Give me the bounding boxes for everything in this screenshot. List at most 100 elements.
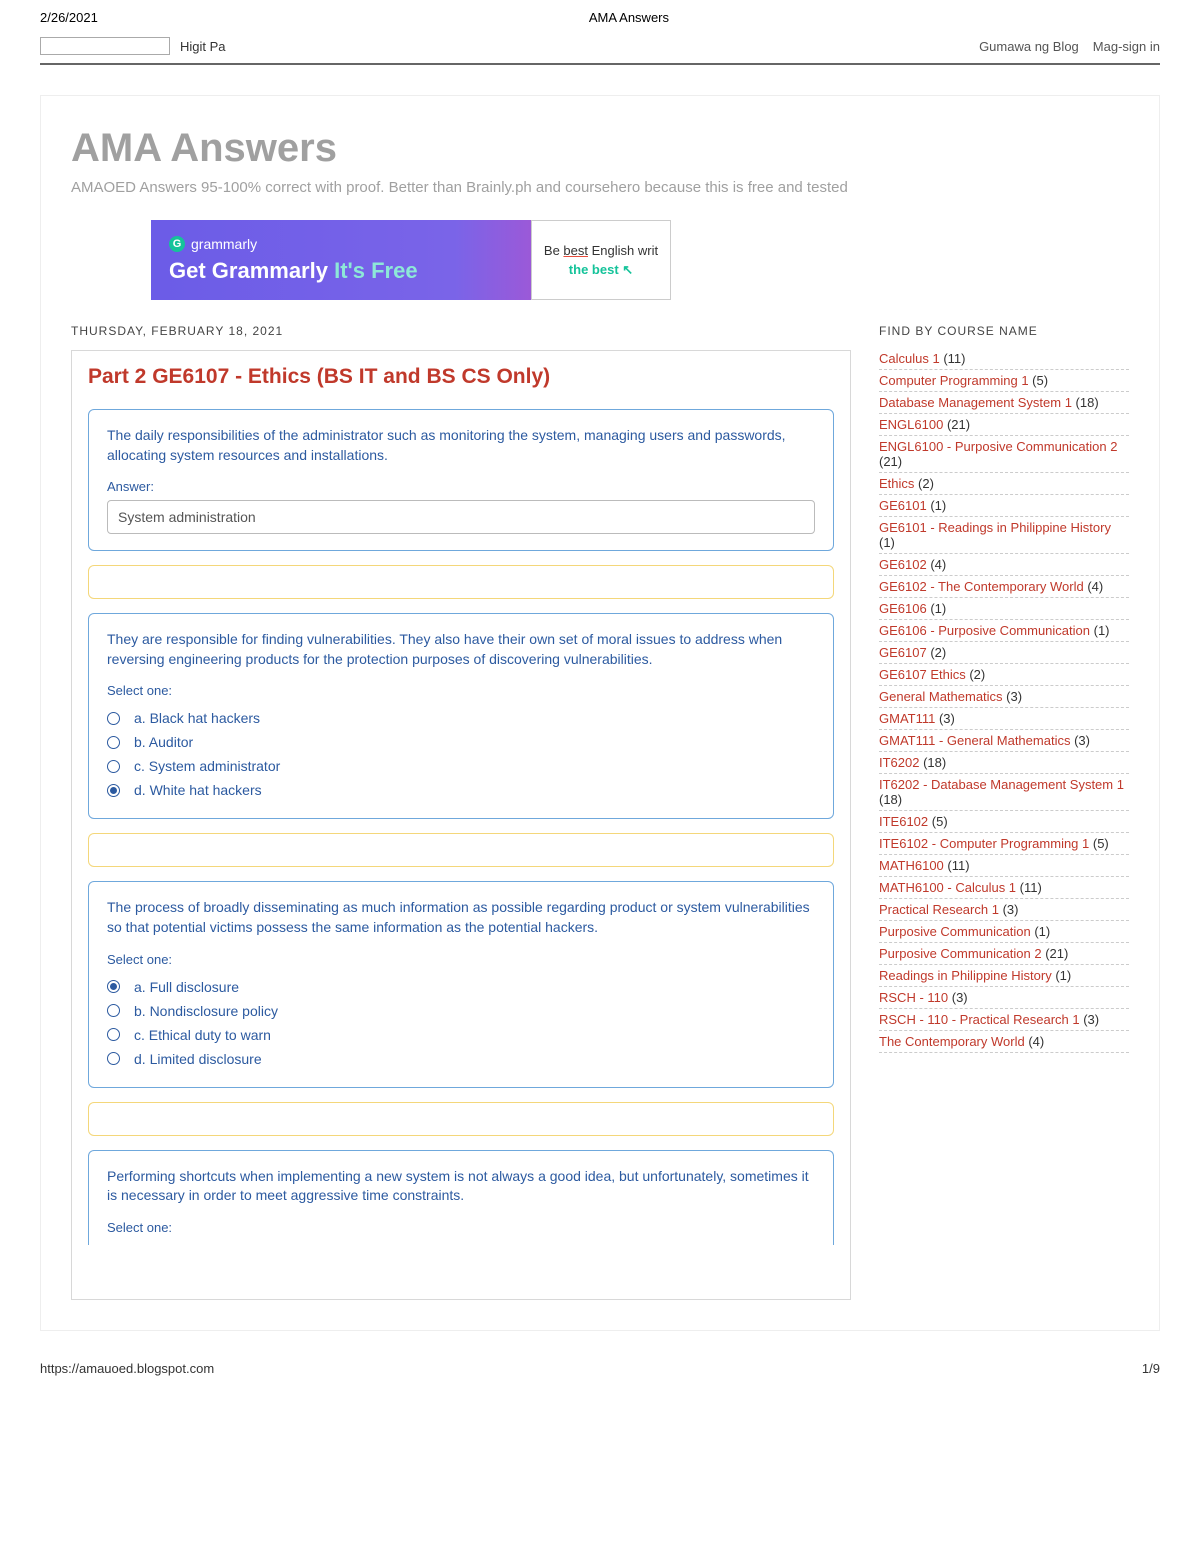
course-link[interactable]: MATH6100 - Calculus 1 (879, 880, 1016, 895)
q3-text: The process of broadly disseminating as … (107, 898, 815, 937)
option-label: c. System administrator (134, 758, 280, 774)
spacer-3 (88, 1102, 834, 1136)
course-link[interactable]: GMAT111 - General Mathematics (879, 733, 1070, 748)
option[interactable]: d. Limited disclosure (107, 1047, 815, 1071)
course-item: Purposive Communication 2 (21) (879, 943, 1129, 965)
course-link[interactable]: GE6101 (879, 498, 927, 513)
option[interactable]: c. System administrator (107, 754, 815, 778)
course-item: GE6101 (1) (879, 495, 1129, 517)
course-link[interactable]: Computer Programming 1 (879, 373, 1029, 388)
signin-link[interactable]: Mag-sign in (1093, 39, 1160, 54)
course-link[interactable]: Calculus 1 (879, 351, 940, 366)
radio-icon[interactable] (107, 1028, 120, 1041)
spacer-1 (88, 565, 834, 599)
course-item: Computer Programming 1 (5) (879, 370, 1129, 392)
course-count: (2) (927, 645, 947, 660)
option[interactable]: b. Auditor (107, 730, 815, 754)
radio-icon[interactable] (107, 980, 120, 993)
more-link[interactable]: Higit Pa (180, 39, 226, 54)
course-link[interactable]: MATH6100 (879, 858, 944, 873)
course-count: (4) (1025, 1034, 1045, 1049)
course-link[interactable]: Practical Research 1 (879, 902, 999, 917)
course-link[interactable]: GE6107 Ethics (879, 667, 966, 682)
site-subtitle: AMAOED Answers 95-100% correct with proo… (71, 179, 1129, 196)
course-link[interactable]: GE6106 (879, 601, 927, 616)
course-count: (3) (1070, 733, 1090, 748)
q2-text: They are responsible for finding vulnera… (107, 630, 815, 669)
course-count: (4) (927, 557, 947, 572)
create-blog-link[interactable]: Gumawa ng Blog (979, 39, 1079, 54)
course-link[interactable]: ENGL6100 (879, 417, 943, 432)
course-count: (3) (935, 711, 955, 726)
course-count: (21) (1042, 946, 1069, 961)
option[interactable]: a. Full disclosure (107, 975, 815, 999)
course-link[interactable]: Readings in Philippine History (879, 968, 1052, 983)
course-link[interactable]: ITE6102 - Computer Programming 1 (879, 836, 1089, 851)
option[interactable]: a. Black hat hackers (107, 706, 815, 730)
option[interactable]: b. Nondisclosure policy (107, 999, 815, 1023)
print-footer: https://amauoed.blogspot.com 1/9 (0, 1331, 1200, 1386)
q1-text: The daily responsibilities of the admini… (107, 426, 815, 465)
course-item: ITE6102 (5) (879, 811, 1129, 833)
course-link[interactable]: GE6102 - The Contemporary World (879, 579, 1084, 594)
course-link[interactable]: General Mathematics (879, 689, 1003, 704)
cursor-icon: ↖ (622, 262, 633, 277)
site-title: AMA Answers (71, 126, 1129, 171)
course-link[interactable]: Purposive Communication 2 (879, 946, 1042, 961)
course-count: (21) (943, 417, 970, 432)
radio-icon[interactable] (107, 736, 120, 749)
q1-answer-value: System administration (107, 500, 815, 534)
course-count: (11) (944, 858, 970, 873)
course-link[interactable]: RSCH - 110 (879, 990, 948, 1005)
course-item: IT6202 - Database Management System 1 (1… (879, 774, 1129, 811)
course-link[interactable]: Purposive Communication (879, 924, 1031, 939)
radio-icon[interactable] (107, 1004, 120, 1017)
course-item: The Contemporary World (4) (879, 1031, 1129, 1053)
course-item: GMAT111 - General Mathematics (3) (879, 730, 1129, 752)
course-link[interactable]: GE6101 - Readings in Philippine History (879, 520, 1111, 535)
print-date: 2/26/2021 (40, 10, 98, 25)
ad-headline-b: It's Free (334, 258, 418, 283)
course-item: Readings in Philippine History (1) (879, 965, 1129, 987)
course-item: RSCH - 110 - Practical Research 1 (3) (879, 1009, 1129, 1031)
sidebar-title: FIND BY COURSE NAME (879, 324, 1129, 338)
course-link[interactable]: GMAT111 (879, 711, 935, 726)
option[interactable]: c. Ethical duty to warn (107, 1023, 815, 1047)
course-link[interactable]: ENGL6100 - Purposive Communication 2 (879, 439, 1117, 454)
course-link[interactable]: ITE6102 (879, 814, 928, 829)
course-link[interactable]: Database Management System 1 (879, 395, 1072, 410)
post-title[interactable]: Part 2 GE6107 - Ethics (BS IT and BS CS … (88, 365, 834, 389)
course-count: (1) (1031, 924, 1051, 939)
option[interactable]: d. White hat hackers (107, 778, 815, 802)
course-count: (1) (1090, 623, 1110, 638)
option-label: c. Ethical duty to warn (134, 1027, 271, 1043)
course-link[interactable]: Ethics (879, 476, 914, 491)
main-column: THURSDAY, FEBRUARY 18, 2021 Part 2 GE610… (71, 324, 851, 1300)
ad-right: Be best English writ the best ↖ (531, 220, 671, 300)
course-link[interactable]: The Contemporary World (879, 1034, 1025, 1049)
radio-icon[interactable] (107, 1052, 120, 1065)
course-link[interactable]: RSCH - 110 - Practical Research 1 (879, 1012, 1080, 1027)
course-item: ENGL6100 (21) (879, 414, 1129, 436)
course-link[interactable]: IT6202 - Database Management System 1 (879, 777, 1124, 792)
radio-icon[interactable] (107, 760, 120, 773)
course-link[interactable]: IT6202 (879, 755, 919, 770)
q2-select: Select one: (107, 683, 815, 698)
question-card-4: Performing shortcuts when implementing a… (88, 1150, 834, 1245)
course-link[interactable]: GE6102 (879, 557, 927, 572)
search-input[interactable] (40, 37, 170, 55)
option-label: d. White hat hackers (134, 782, 262, 798)
course-item: GE6106 - Purposive Communication (1) (879, 620, 1129, 642)
course-link[interactable]: GE6107 (879, 645, 927, 660)
course-link[interactable]: GE6106 - Purposive Communication (879, 623, 1090, 638)
course-count: (1) (879, 535, 895, 550)
course-count: (2) (966, 667, 986, 682)
ad-banner[interactable]: G grammarly Get Grammarly It's Free Be b… (151, 220, 671, 300)
question-card-3: The process of broadly disseminating as … (88, 881, 834, 1087)
ad-brand-text: grammarly (191, 236, 257, 252)
course-item: IT6202 (18) (879, 752, 1129, 774)
course-count: (18) (919, 755, 946, 770)
radio-icon[interactable] (107, 784, 120, 797)
course-count: (21) (879, 454, 902, 469)
radio-icon[interactable] (107, 712, 120, 725)
